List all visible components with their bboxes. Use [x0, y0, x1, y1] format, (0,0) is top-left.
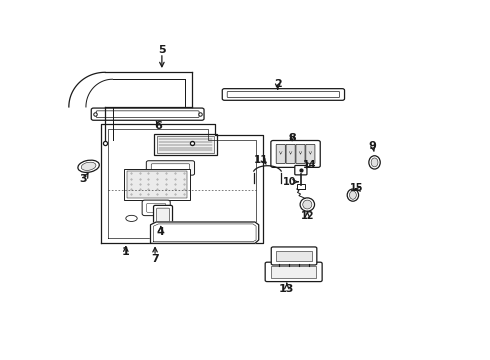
Text: 2: 2: [274, 79, 282, 89]
Text: 1: 1: [122, 247, 130, 257]
FancyBboxPatch shape: [222, 89, 344, 100]
Text: 6: 6: [154, 121, 162, 131]
Ellipse shape: [78, 160, 99, 172]
Ellipse shape: [349, 191, 356, 199]
FancyBboxPatch shape: [147, 203, 166, 212]
Ellipse shape: [300, 198, 315, 211]
FancyBboxPatch shape: [306, 144, 315, 163]
Ellipse shape: [303, 200, 312, 209]
FancyBboxPatch shape: [296, 144, 305, 163]
Text: 15: 15: [350, 183, 364, 193]
FancyBboxPatch shape: [271, 247, 317, 265]
FancyBboxPatch shape: [265, 262, 322, 282]
Ellipse shape: [369, 156, 380, 169]
Ellipse shape: [371, 158, 378, 167]
Bar: [154, 134, 217, 156]
FancyBboxPatch shape: [271, 266, 317, 278]
Text: 14: 14: [303, 159, 317, 170]
Bar: [157, 136, 214, 153]
FancyBboxPatch shape: [286, 144, 295, 163]
Text: 11: 11: [254, 155, 269, 165]
Text: 7: 7: [151, 255, 159, 264]
Ellipse shape: [81, 162, 96, 170]
FancyBboxPatch shape: [271, 140, 320, 167]
FancyBboxPatch shape: [96, 111, 199, 117]
Text: 8: 8: [288, 133, 296, 143]
FancyBboxPatch shape: [295, 166, 307, 175]
Text: 4: 4: [157, 227, 165, 237]
Text: 13: 13: [279, 284, 294, 294]
Text: 3: 3: [79, 174, 87, 184]
Text: 5: 5: [158, 45, 166, 55]
Polygon shape: [150, 222, 259, 243]
Ellipse shape: [126, 215, 137, 221]
FancyBboxPatch shape: [276, 144, 285, 163]
Text: 12: 12: [300, 211, 314, 221]
FancyBboxPatch shape: [157, 208, 170, 222]
Text: 9: 9: [368, 141, 377, 151]
FancyBboxPatch shape: [142, 200, 170, 216]
Bar: [124, 169, 190, 200]
Bar: [127, 171, 187, 198]
FancyBboxPatch shape: [153, 205, 172, 224]
Ellipse shape: [347, 189, 359, 201]
FancyBboxPatch shape: [147, 161, 195, 175]
FancyBboxPatch shape: [276, 251, 312, 261]
FancyBboxPatch shape: [151, 164, 190, 172]
FancyBboxPatch shape: [91, 108, 204, 120]
Text: 10: 10: [283, 177, 297, 187]
Bar: [297, 184, 305, 189]
FancyBboxPatch shape: [227, 91, 340, 98]
